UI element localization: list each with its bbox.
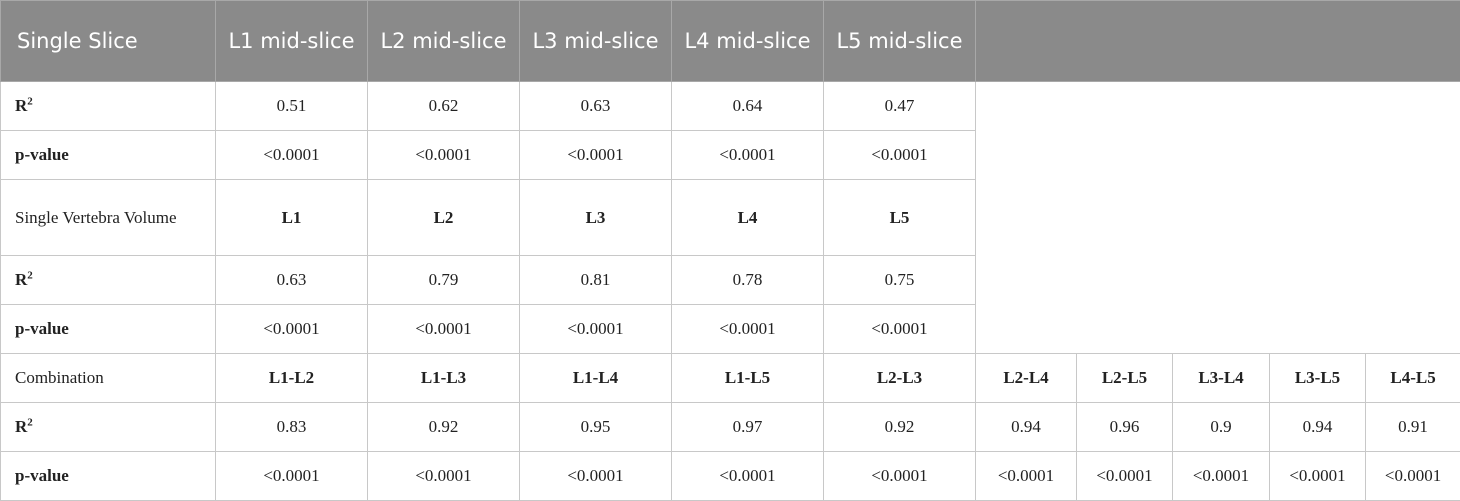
table-cell: L2-L3 [823,353,976,403]
table-cell: L3-L4 [1172,353,1270,403]
header-row: Single Slice L1 mid-slice L2 mid-slice L… [0,0,1460,82]
header-l5-mid-slice: L5 mid-slice [823,0,976,82]
table-cell: <0.0001 [519,451,672,501]
table-cell: 0.95 [519,402,672,452]
section-label-single-vertebra: Single Vertebra Volume [0,179,216,256]
table-cell: 0.78 [671,255,824,305]
empty-region [974,81,1460,354]
table-cell: <0.0001 [367,130,520,180]
table-cell: 0.64 [671,81,824,131]
table-cell: 0.9 [1172,402,1270,452]
table-cell: 0.79 [367,255,520,305]
table-cell: 0.92 [367,402,520,452]
table-cell: 0.51 [215,81,368,131]
table-cell: <0.0001 [367,451,520,501]
table-cell: 0.63 [215,255,368,305]
table-cell: L4-L5 [1364,353,1460,403]
table-cell: L5 [823,179,976,256]
table-row: Single Vertebra Volume L1 L2 L3 L4 L5 [0,179,1460,256]
table-cell: L2-L5 [1076,353,1173,403]
table-cell: <0.0001 [823,451,976,501]
table-cell: 0.97 [671,402,824,452]
section-label-combination: Combination [0,353,216,403]
table-cell: <0.0001 [215,130,368,180]
table-row: p-value <0.0001 <0.0001 <0.0001 <0.0001 … [0,304,1460,354]
table-cell: 0.62 [367,81,520,131]
row-label-p-value: p-value [0,130,216,180]
table-row: p-value <0.0001 <0.0001 <0.0001 <0.0001 … [0,451,1460,501]
table-cell: L1-L2 [215,353,368,403]
header-single-slice: Single Slice [0,0,216,82]
table-cell: L4 [671,179,824,256]
row-label-r2: R2 [0,402,216,452]
table-row: R2 0.83 0.92 0.95 0.97 0.92 0.94 0.96 0.… [0,402,1460,452]
table-cell: <0.0001 [823,304,976,354]
table-cell: <0.0001 [823,130,976,180]
table-cell: 0.94 [1269,402,1366,452]
table-cell: 0.94 [975,402,1077,452]
table-cell: 0.91 [1364,402,1460,452]
table-cell: L1-L4 [519,353,672,403]
table-cell: <0.0001 [671,304,824,354]
table-row: p-value <0.0001 <0.0001 <0.0001 <0.0001 … [0,130,1460,180]
table-cell: 0.75 [823,255,976,305]
table-cell: <0.0001 [215,451,368,501]
table-cell: L1 [215,179,368,256]
table-cell: <0.0001 [367,304,520,354]
table-cell: <0.0001 [1172,451,1270,501]
row-label-r2: R2 [0,81,216,131]
header-blank [974,0,1460,82]
table-cell: 0.96 [1076,402,1173,452]
table-cell: 0.83 [215,402,368,452]
table-cell: 0.81 [519,255,672,305]
table-row: Combination L1-L2 L1-L3 L1-L4 L1-L5 L2-L… [0,353,1460,403]
header-l2-mid-slice: L2 mid-slice [367,0,520,82]
table-cell: 0.92 [823,402,976,452]
table-cell: L1-L3 [367,353,520,403]
header-l4-mid-slice: L4 mid-slice [671,0,824,82]
table-cell: <0.0001 [671,130,824,180]
row-label-r2: R2 [0,255,216,305]
table-row: R2 0.51 0.62 0.63 0.64 0.47 [0,81,1460,354]
table-cell: L2-L4 [975,353,1077,403]
table-cell: 0.47 [823,81,976,131]
table-cell: <0.0001 [1364,451,1460,501]
table-cell: L3-L5 [1269,353,1366,403]
table-cell: <0.0001 [519,304,672,354]
row-label-p-value: p-value [0,451,216,501]
table-cell: L2 [367,179,520,256]
table-cell: <0.0001 [671,451,824,501]
table-cell: L1-L5 [671,353,824,403]
table-cell: <0.0001 [975,451,1077,501]
header-l3-mid-slice: L3 mid-slice [519,0,672,82]
row-label-p-value: p-value [0,304,216,354]
header-l1-mid-slice: L1 mid-slice [215,0,368,82]
table-cell: <0.0001 [519,130,672,180]
table-cell: <0.0001 [1269,451,1366,501]
table-cell: <0.0001 [215,304,368,354]
table-cell: <0.0001 [1076,451,1173,501]
table-cell: L3 [519,179,672,256]
table-cell: 0.63 [519,81,672,131]
